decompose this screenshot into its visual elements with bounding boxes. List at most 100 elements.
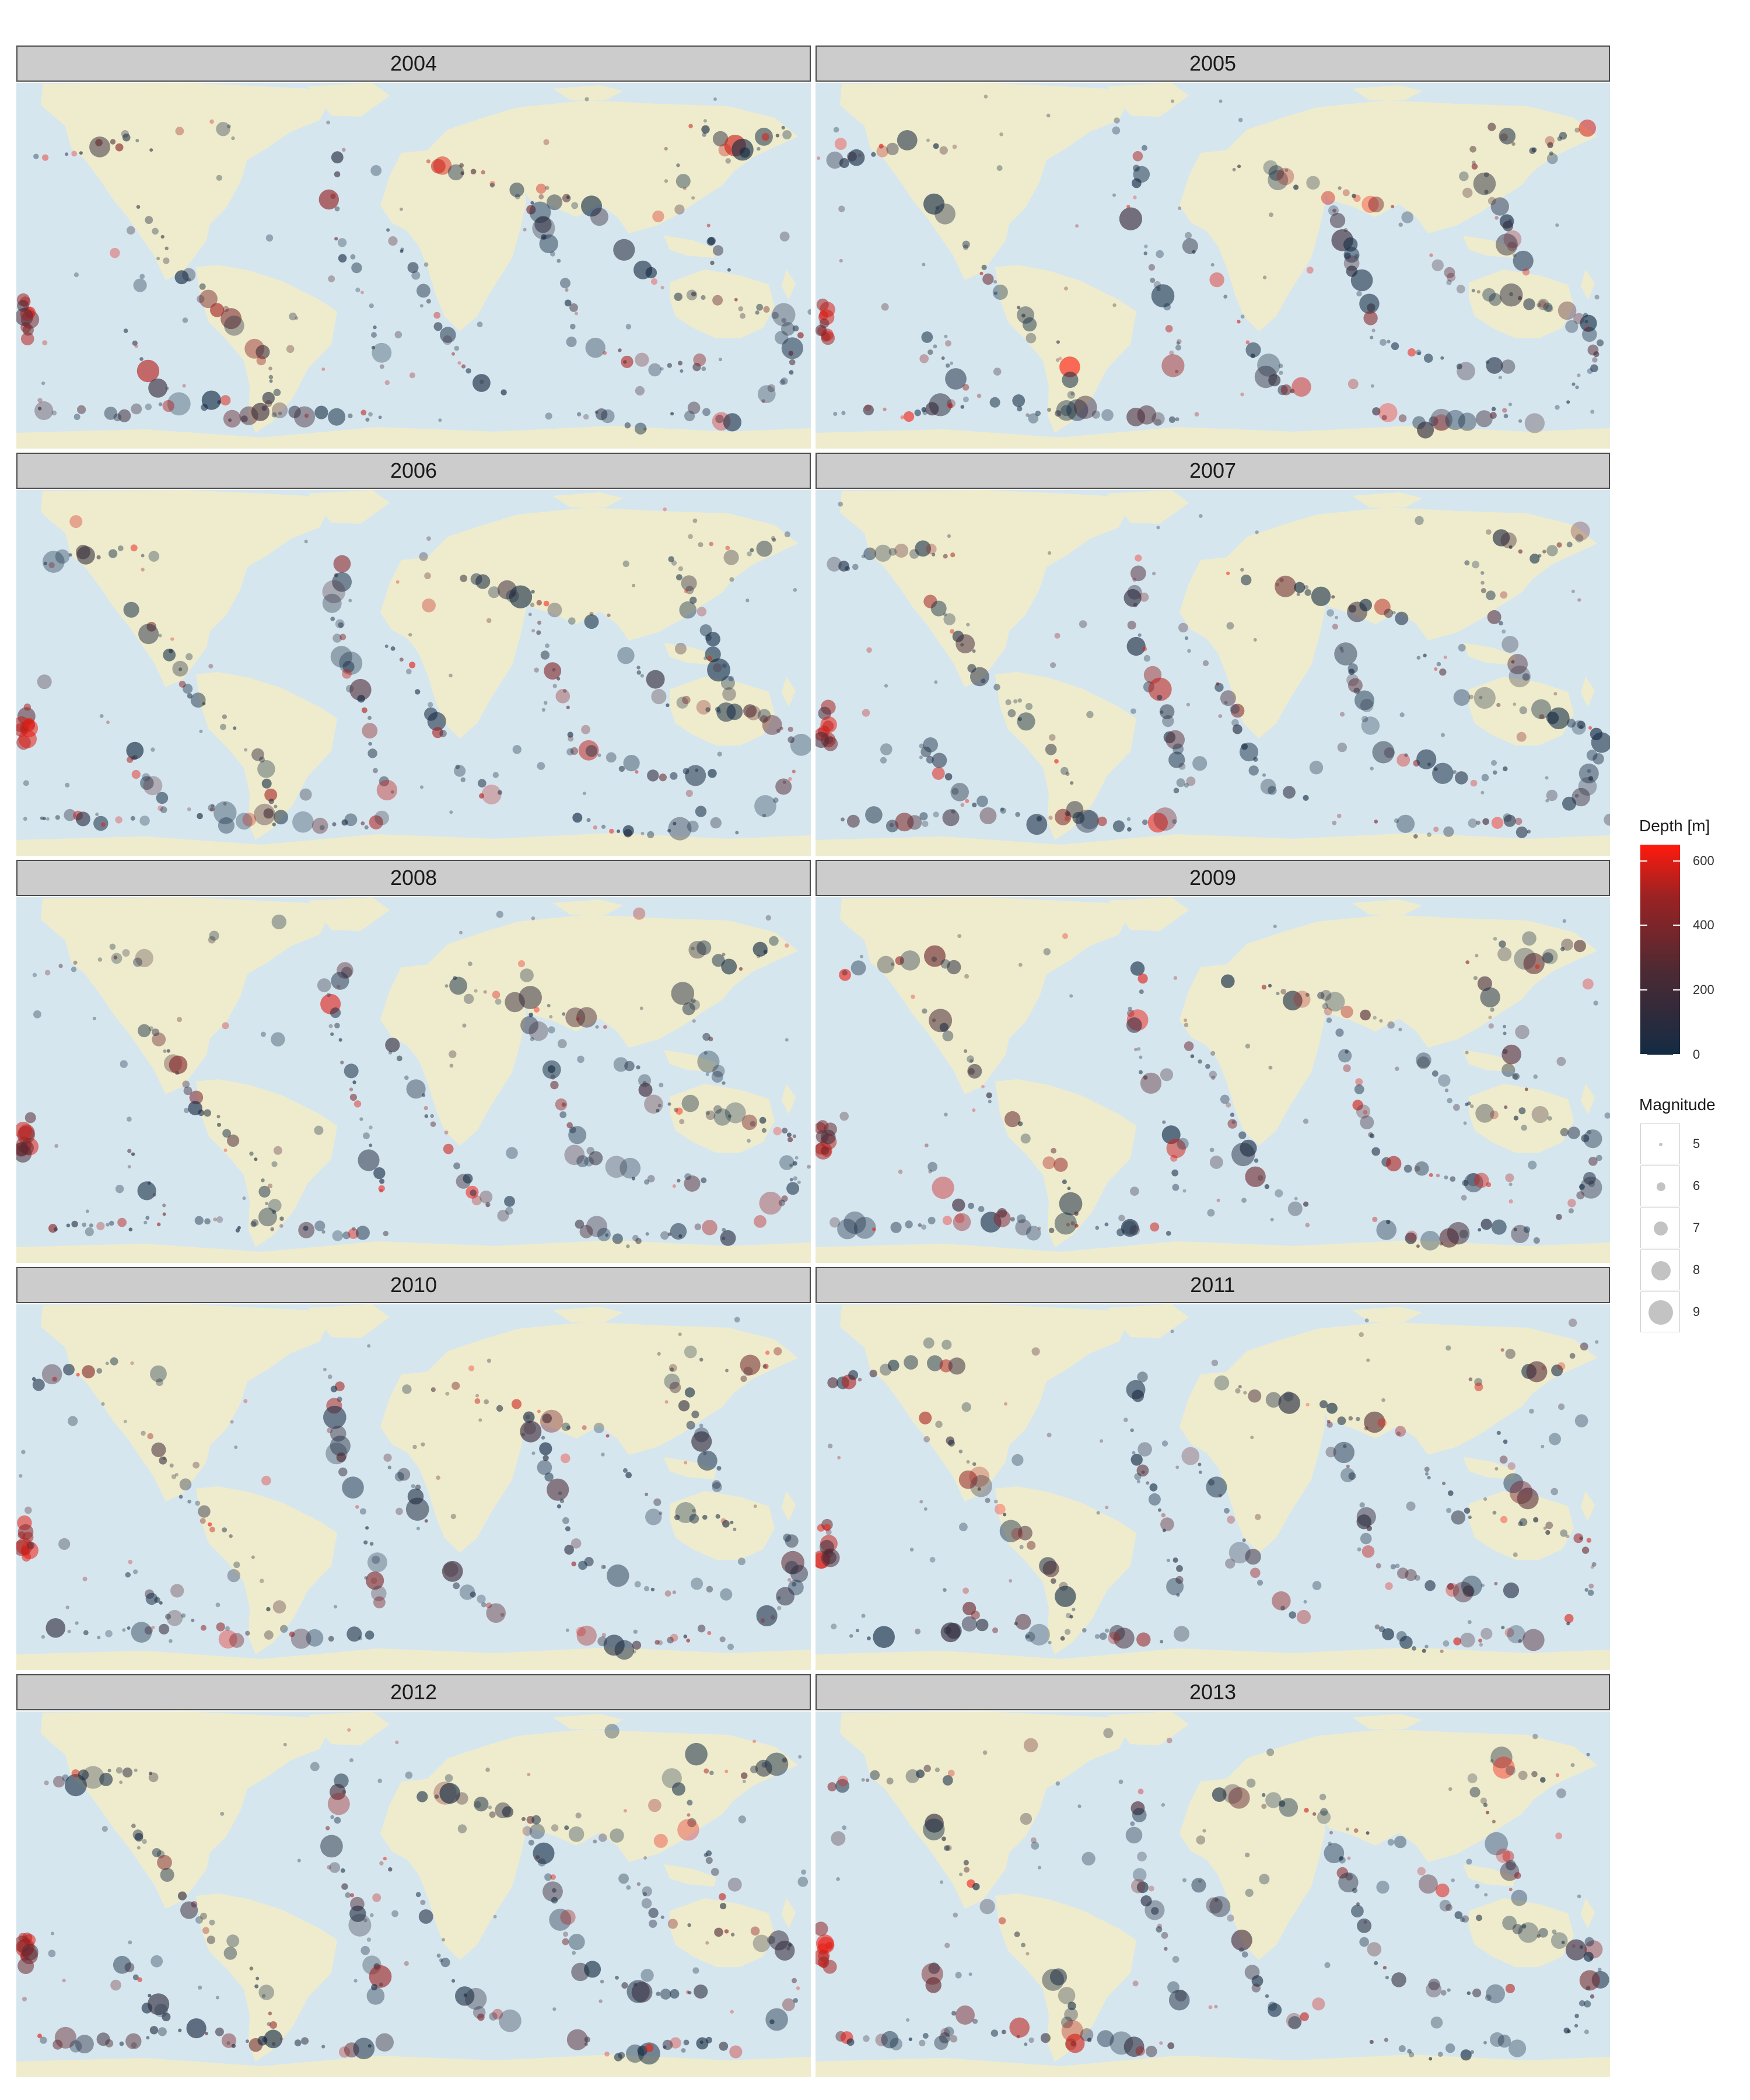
earthquake-point xyxy=(765,915,771,921)
earthquake-point xyxy=(659,774,667,782)
earthquake-point xyxy=(368,748,377,758)
depth-tick-mark xyxy=(1640,925,1647,926)
earthquake-point xyxy=(46,1618,66,1638)
earthquake-point xyxy=(895,813,914,832)
earthquake-point xyxy=(1527,830,1531,834)
earthquake-point xyxy=(1027,1541,1036,1550)
earthquake-point xyxy=(1198,1470,1202,1474)
earthquake-point xyxy=(1170,1154,1178,1162)
earthquake-point xyxy=(1104,1628,1110,1633)
earthquake-point xyxy=(552,1888,556,1893)
earthquake-point xyxy=(1160,1068,1174,1082)
earthquake-point xyxy=(1343,1064,1351,1072)
earthquake-point xyxy=(1246,1779,1256,1788)
earthquake-point xyxy=(701,295,706,300)
earthquake-point xyxy=(1160,1640,1164,1644)
earthquake-point xyxy=(666,703,670,708)
landmass xyxy=(670,1084,775,1153)
earthquake-point xyxy=(1175,1465,1180,1469)
earthquake-point xyxy=(1531,1771,1538,1777)
earthquake-point xyxy=(544,1873,552,1881)
earthquake-point xyxy=(1458,643,1466,652)
earthquake-point xyxy=(691,196,695,200)
earthquake-point xyxy=(674,292,682,301)
earthquake-point xyxy=(904,411,915,422)
earthquake-point xyxy=(149,2026,159,2035)
earthquake-point xyxy=(1429,253,1433,257)
earthquake-point xyxy=(651,689,667,705)
earthquake-point xyxy=(369,1125,373,1130)
earthquake-point xyxy=(776,729,781,733)
earthquake-point xyxy=(473,374,491,392)
earthquake-point xyxy=(197,295,205,303)
earthquake-point xyxy=(204,1109,211,1117)
earthquake-point xyxy=(1268,170,1289,191)
earthquake-point xyxy=(1556,542,1562,548)
earthquake-point xyxy=(1406,1230,1418,1242)
earthquake-point xyxy=(756,303,764,311)
earthquake-point xyxy=(489,183,495,188)
earthquake-point xyxy=(944,334,948,338)
earthquake-point xyxy=(264,2029,283,2049)
earthquake-point xyxy=(538,1858,546,1867)
earthquake-point xyxy=(341,819,348,826)
earthquake-point xyxy=(1412,1646,1416,1651)
earthquake-point xyxy=(119,2041,124,2046)
earthquake-point xyxy=(150,1955,163,1968)
earthquake-point xyxy=(1501,1626,1505,1630)
earthquake-point xyxy=(1136,1881,1149,1894)
earthquake-point xyxy=(177,1017,182,1023)
earthquake-point xyxy=(601,1452,605,1457)
earthquake-point xyxy=(342,660,355,673)
earthquake-point xyxy=(97,957,103,962)
earthquake-point xyxy=(1259,1874,1270,1885)
earthquake-point xyxy=(702,1220,718,1236)
earthquake-point xyxy=(23,780,29,786)
earthquake-point xyxy=(294,2039,302,2046)
earthquake-point xyxy=(861,1614,866,1618)
earthquake-point xyxy=(544,1472,554,1482)
earthquake-point xyxy=(297,1859,301,1863)
earthquake-point xyxy=(1172,1184,1180,1191)
earthquake-point xyxy=(1518,1770,1528,1780)
earthquake-point xyxy=(1069,994,1073,998)
earthquake-point xyxy=(672,1590,677,1594)
earthquake-point xyxy=(660,1915,664,1919)
earthquake-point xyxy=(261,1475,271,1486)
earthquake-point xyxy=(558,1491,562,1496)
earthquake-point xyxy=(228,418,232,422)
earthquake-point xyxy=(379,1189,383,1193)
earthquake-point xyxy=(163,257,170,264)
earthquake-point xyxy=(1474,1378,1483,1387)
earthquake-point xyxy=(989,397,1000,408)
earthquake-point xyxy=(419,304,424,308)
earthquake-point xyxy=(258,1985,275,2000)
earthquake-point xyxy=(1339,1856,1346,1864)
earthquake-point xyxy=(1399,712,1405,718)
earthquake-point xyxy=(1541,1444,1545,1448)
earthquake-point xyxy=(1507,242,1517,251)
earthquake-point xyxy=(1126,1017,1142,1033)
earthquake-point xyxy=(1132,178,1142,188)
earthquake-point xyxy=(1448,1787,1452,1791)
earthquake-point xyxy=(704,1768,709,1774)
earthquake-point xyxy=(1165,325,1173,332)
earthquake-point xyxy=(712,1480,721,1489)
earthquake-point xyxy=(696,940,712,956)
earthquake-point xyxy=(370,1913,374,1917)
earthquake-point xyxy=(1066,1223,1070,1227)
earthquake-point xyxy=(1248,1389,1262,1403)
earthquake-point xyxy=(785,1560,799,1574)
earthquake-point xyxy=(773,797,779,803)
earthquake-point xyxy=(463,993,474,1004)
earthquake-point xyxy=(304,414,309,418)
earthquake-point xyxy=(644,1179,650,1185)
depth-tick-label: 200 xyxy=(1693,982,1714,998)
earthquake-point xyxy=(923,193,945,215)
earthquake-point xyxy=(1513,1115,1519,1121)
earthquake-point xyxy=(209,930,219,941)
earthquake-point xyxy=(683,2039,690,2046)
earthquake-point xyxy=(1317,992,1325,999)
earthquake-point xyxy=(139,274,145,279)
earthquake-point xyxy=(692,1967,699,1974)
